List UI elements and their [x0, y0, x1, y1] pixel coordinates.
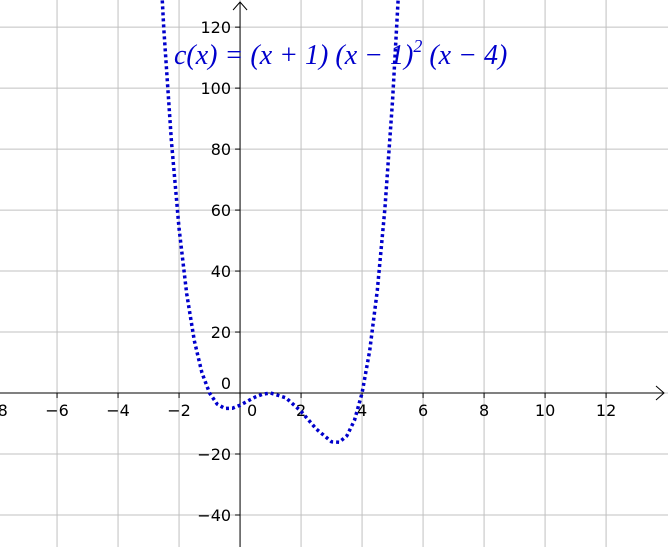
plot-area [160, 0, 400, 444]
x-tick-label: 12 [596, 401, 616, 420]
x-tick-label: −4 [106, 401, 130, 420]
x-tick-label: 6 [418, 401, 428, 420]
x-tick-label: 0 [247, 401, 257, 420]
y-tick-label: 100 [201, 79, 232, 98]
y-tick-label: 60 [211, 201, 231, 220]
formula-tail: (x − 4) [422, 40, 507, 71]
y-tick-label: −20 [197, 445, 231, 464]
function-curve [160, 0, 400, 444]
y-axis-arrow [232, 1, 248, 11]
x-axis-arrow [655, 385, 665, 401]
x-tick-label: −2 [167, 401, 191, 420]
formula-exponent: 2 [413, 36, 422, 56]
x-tick-label: −8 [0, 401, 8, 420]
x-tick-label: −6 [45, 401, 69, 420]
x-tick-label: 8 [479, 401, 489, 420]
x-tick-label: 4 [357, 401, 367, 420]
y-tick-label: 120 [201, 18, 232, 37]
x-tick-label: 2 [296, 401, 306, 420]
y-tick-label: −40 [197, 506, 231, 525]
x-tick-label: 10 [535, 401, 555, 420]
y-tick-label: 20 [211, 323, 231, 342]
formula-main: c(x) = (x + 1) (x − 1) [174, 40, 413, 71]
y-tick-label: 40 [211, 262, 231, 281]
y-tick-label: 0 [221, 374, 231, 393]
formula: c(x) = (x + 1) (x − 1)2 (x − 4) [174, 36, 507, 71]
y-tick-label: 80 [211, 140, 231, 159]
